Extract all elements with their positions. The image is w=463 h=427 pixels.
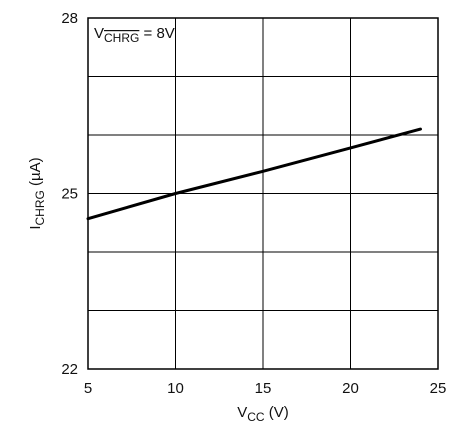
y-tick-labels: 22 25 28 [61,10,78,378]
x-axis-title: VCC (V) [237,404,289,424]
x-axis-title-subscript: CC [247,410,265,424]
annotation-subscript-overbar: CHRG [104,31,139,45]
x-tick-label: 25 [430,380,447,397]
y-axis-title-units: (µA) [27,157,44,190]
annotation-value: = 8V [139,25,174,42]
x-tick-label: 15 [255,380,272,397]
x-axis-title-main: V [237,404,247,421]
series-line [86,127,422,221]
series-layer [86,127,422,221]
annotation-main: V [94,25,104,42]
plot-frame [87,17,439,370]
y-axis-title: ICHRG (µA) [27,157,47,229]
y-tick-label: 22 [61,361,78,378]
condition-annotation: VCHRG = 8V [94,25,175,45]
x-tick-labels: 5 10 15 20 25 [84,380,447,397]
grid-lines [88,18,438,369]
y-axis-title-subscript: CHRG [33,190,47,225]
y-axis-title-main: I [27,225,44,229]
x-tick-label: 10 [167,380,184,397]
x-axis-title-units: (V) [265,404,289,421]
y-tick-label: 28 [61,10,78,27]
x-tick-label: 20 [342,380,359,397]
x-tick-label: 5 [84,380,92,397]
y-tick-label: 25 [61,186,78,203]
